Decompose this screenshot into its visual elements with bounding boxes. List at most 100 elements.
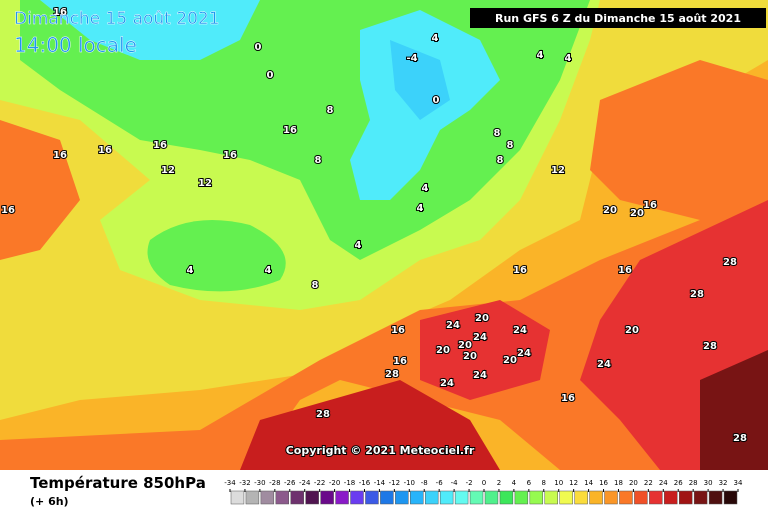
scale-tick-label: -16 xyxy=(359,479,371,487)
scale-swatch xyxy=(454,490,469,505)
scale-tick-label: 18 xyxy=(614,479,623,487)
scale-tick-label: -32 xyxy=(239,479,250,487)
contour-label: 16 xyxy=(393,356,407,367)
scale-swatch xyxy=(723,490,738,505)
scale-swatch xyxy=(499,490,514,505)
contour-label: 24 xyxy=(517,348,531,359)
scale-tick-label: 2 xyxy=(497,479,501,487)
scale-tick-label: -6 xyxy=(436,479,444,487)
copyright: Copyright © 2021 Meteociel.fr xyxy=(286,444,475,457)
contour-label: 28 xyxy=(723,257,737,268)
scale-swatch xyxy=(708,490,723,505)
temperature-field xyxy=(0,0,768,470)
scale-tick-label: -20 xyxy=(329,479,340,487)
scale-tick-label: -28 xyxy=(269,479,280,487)
contour-label: 8 xyxy=(315,155,322,166)
scale-tick-label: 0 xyxy=(482,479,486,487)
variable-name: Température 850hPa xyxy=(30,474,206,492)
contour-label: 0 xyxy=(433,95,440,106)
lead-time: (+ 6h) xyxy=(30,495,69,508)
scale-tick-label: 20 xyxy=(629,479,638,487)
contour-label: 24 xyxy=(440,378,454,389)
contour-label: 20 xyxy=(463,351,477,362)
title-date: Dimanche 15 août 2021 xyxy=(14,9,220,29)
scale-tick-label: 22 xyxy=(644,479,653,487)
warm-west xyxy=(0,120,80,260)
contour-label: 4 xyxy=(187,265,194,276)
title-time: 14:00 locale xyxy=(14,33,137,57)
scale-tick-label: -12 xyxy=(389,479,400,487)
very-hot xyxy=(700,350,768,470)
contour-label: 16 xyxy=(53,150,67,161)
contour-label: 12 xyxy=(198,178,212,189)
scale-swatch xyxy=(335,490,349,505)
cool-pocket xyxy=(147,220,286,292)
scale-tick-label: -22 xyxy=(314,479,325,487)
contour-label: 4 xyxy=(417,203,424,214)
scale-tick-label: -8 xyxy=(421,479,428,487)
contour-label: 24 xyxy=(473,332,487,343)
scale-swatch xyxy=(380,490,394,505)
scale-swatch xyxy=(649,490,663,505)
scale-swatch xyxy=(664,490,678,505)
contour-label: 12 xyxy=(551,165,565,176)
scale-swatch xyxy=(395,490,409,505)
contour-label: 16 xyxy=(391,325,405,336)
contour-label: 12 xyxy=(161,165,175,176)
contour-label: 20 xyxy=(475,313,489,324)
scale-swatch xyxy=(529,490,544,505)
scale-tick-label: 34 xyxy=(734,479,743,487)
cold-center xyxy=(390,40,450,120)
scale-swatch xyxy=(290,490,304,505)
contour-label: 20 xyxy=(625,325,639,336)
scale-swatch xyxy=(693,490,708,505)
contour-label: 20 xyxy=(630,208,644,219)
scale-swatch xyxy=(260,490,275,505)
contour-label: 16 xyxy=(618,265,632,276)
scale-tick-label: 32 xyxy=(719,479,728,487)
contour-label: -4 xyxy=(406,53,417,64)
scale-tick-label: 26 xyxy=(674,479,683,487)
scale-swatch xyxy=(230,490,245,505)
contour-label: 0 xyxy=(255,42,262,53)
run-info: Run GFS 6 Z du Dimanche 15 août 2021 xyxy=(495,12,741,25)
scale-tick-label: 4 xyxy=(512,479,517,487)
hot-africa xyxy=(240,380,500,470)
color-scale: -34 -32 -30 -28 -26 -24 -22 -20 -18 -16 -14 -12 -10-… xyxy=(224,479,743,505)
scale-tick-label: -34 xyxy=(224,479,236,487)
contour-label: 8 xyxy=(507,140,514,151)
contour-label: 20 xyxy=(436,345,450,356)
scale-tick-label: -30 xyxy=(254,479,265,487)
contour-label: 28 xyxy=(703,341,717,352)
scale-tick-label: 12 xyxy=(569,479,578,487)
scale-swatch xyxy=(424,490,439,505)
contour-label: 4 xyxy=(265,265,272,276)
scale-swatch xyxy=(544,490,558,505)
contour-label: 16 xyxy=(643,200,657,211)
scale-tick-label: -4 xyxy=(451,479,459,487)
scale-tick-label: -26 xyxy=(284,479,296,487)
scale-tick-label: 30 xyxy=(704,479,713,487)
scale-swatch xyxy=(245,490,260,505)
scale-swatch xyxy=(320,490,334,505)
scale-swatch xyxy=(350,490,364,505)
contour-label: 4 xyxy=(432,33,439,44)
scale-tick-label: 14 xyxy=(584,479,593,487)
contour-label: 28 xyxy=(385,369,399,380)
contour-label: 4 xyxy=(355,240,362,251)
contour-label: 8 xyxy=(497,155,504,166)
scale-swatch xyxy=(410,490,424,505)
contour-label: 24 xyxy=(473,370,487,381)
run-box xyxy=(470,8,766,28)
contour-label: 8 xyxy=(312,280,319,291)
cold-field xyxy=(40,0,260,60)
scale-tick-label: -18 xyxy=(344,479,355,487)
scale-tick-label: 24 xyxy=(659,479,668,487)
contour-label: 24 xyxy=(597,359,611,370)
scale-tick-label: 16 xyxy=(599,479,608,487)
scale-swatch xyxy=(275,490,290,505)
scale-tick-label: 8 xyxy=(542,479,546,487)
contour-label: 16 xyxy=(1,205,15,216)
